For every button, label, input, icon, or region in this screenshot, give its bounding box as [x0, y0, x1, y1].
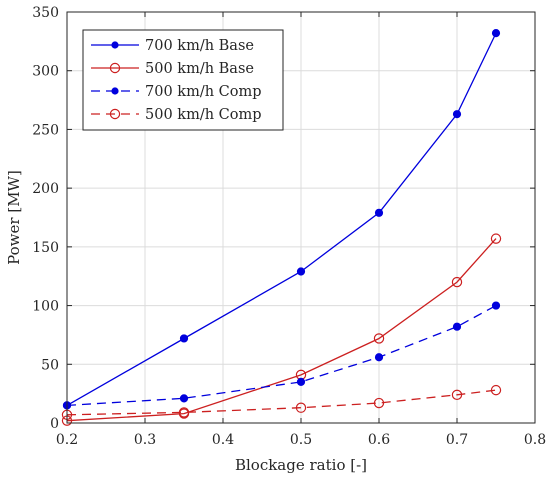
data-point [490, 233, 502, 244]
series-3 [62, 301, 501, 410]
grid [66, 11, 536, 424]
series-line [66, 389, 497, 416]
x-axis-label: Blockage ratio [-] [235, 456, 367, 474]
data-point [451, 276, 463, 288]
data-point [179, 334, 189, 343]
x-tick-label: 0.2 [56, 432, 78, 448]
data-point [296, 377, 306, 386]
axis-ticks: 0.2 0.3 0.4 0.5 0.6 0.7 0.8 0 50 100 150 200 250 300 3… [32, 5, 546, 448]
data-point [296, 267, 306, 276]
legend-marker [111, 41, 119, 49]
y-tick-label: 100 [32, 299, 59, 315]
data-point [179, 394, 189, 403]
data-point [452, 322, 462, 331]
x-tick-label: 0.5 [290, 432, 312, 448]
x-tick-label: 0.7 [446, 432, 468, 448]
legend-box [82, 29, 284, 131]
series-layer [61, 29, 502, 426]
series-line [66, 305, 497, 407]
data-point [491, 301, 501, 310]
data-point [452, 110, 462, 119]
x-tick-label: 0.6 [368, 432, 390, 448]
x-tick-label: 0.4 [212, 432, 234, 448]
data-point [374, 353, 384, 362]
legend-label: 700 km/h Base [145, 38, 254, 54]
series-line [66, 32, 497, 406]
x-tick-label: 0.3 [134, 432, 156, 448]
data-point [373, 397, 385, 409]
y-tick-label: 150 [32, 240, 59, 256]
legend-item: 500 km/h Base [91, 61, 254, 77]
data-point [374, 208, 384, 217]
y-axis-label: Power [MW] [5, 170, 23, 265]
legend-marker [109, 108, 121, 120]
legend-label: 500 km/h Comp [145, 107, 262, 123]
data-point [490, 384, 502, 396]
x-tick-label: 0.8 [524, 432, 546, 448]
y-tick-label: 350 [32, 5, 59, 21]
series-4 [61, 384, 502, 420]
y-tick-label: 250 [32, 122, 59, 138]
legend-item: 500 km/h Comp [91, 107, 262, 123]
data-point [295, 402, 307, 413]
y-tick-label: 300 [32, 64, 59, 80]
legend-item: 700 km/h Comp [91, 84, 262, 100]
legend: 700 km/h Base 500 km/h Base 700 km/h Comp 5… [82, 29, 284, 131]
y-tick-label: 50 [41, 357, 59, 373]
legend-marker [109, 62, 121, 74]
y-tick-label: 0 [50, 416, 59, 432]
data-point [178, 407, 190, 418]
legend-label: 700 km/h Comp [145, 84, 262, 100]
y-tick-label: 200 [32, 181, 59, 197]
data-point [451, 389, 463, 401]
legend-item: 700 km/h Base [91, 38, 254, 54]
series-line [66, 238, 497, 422]
legend-marker [111, 87, 119, 95]
data-point [373, 333, 385, 344]
legend-label: 500 km/h Base [145, 61, 254, 77]
data-point [491, 29, 501, 38]
